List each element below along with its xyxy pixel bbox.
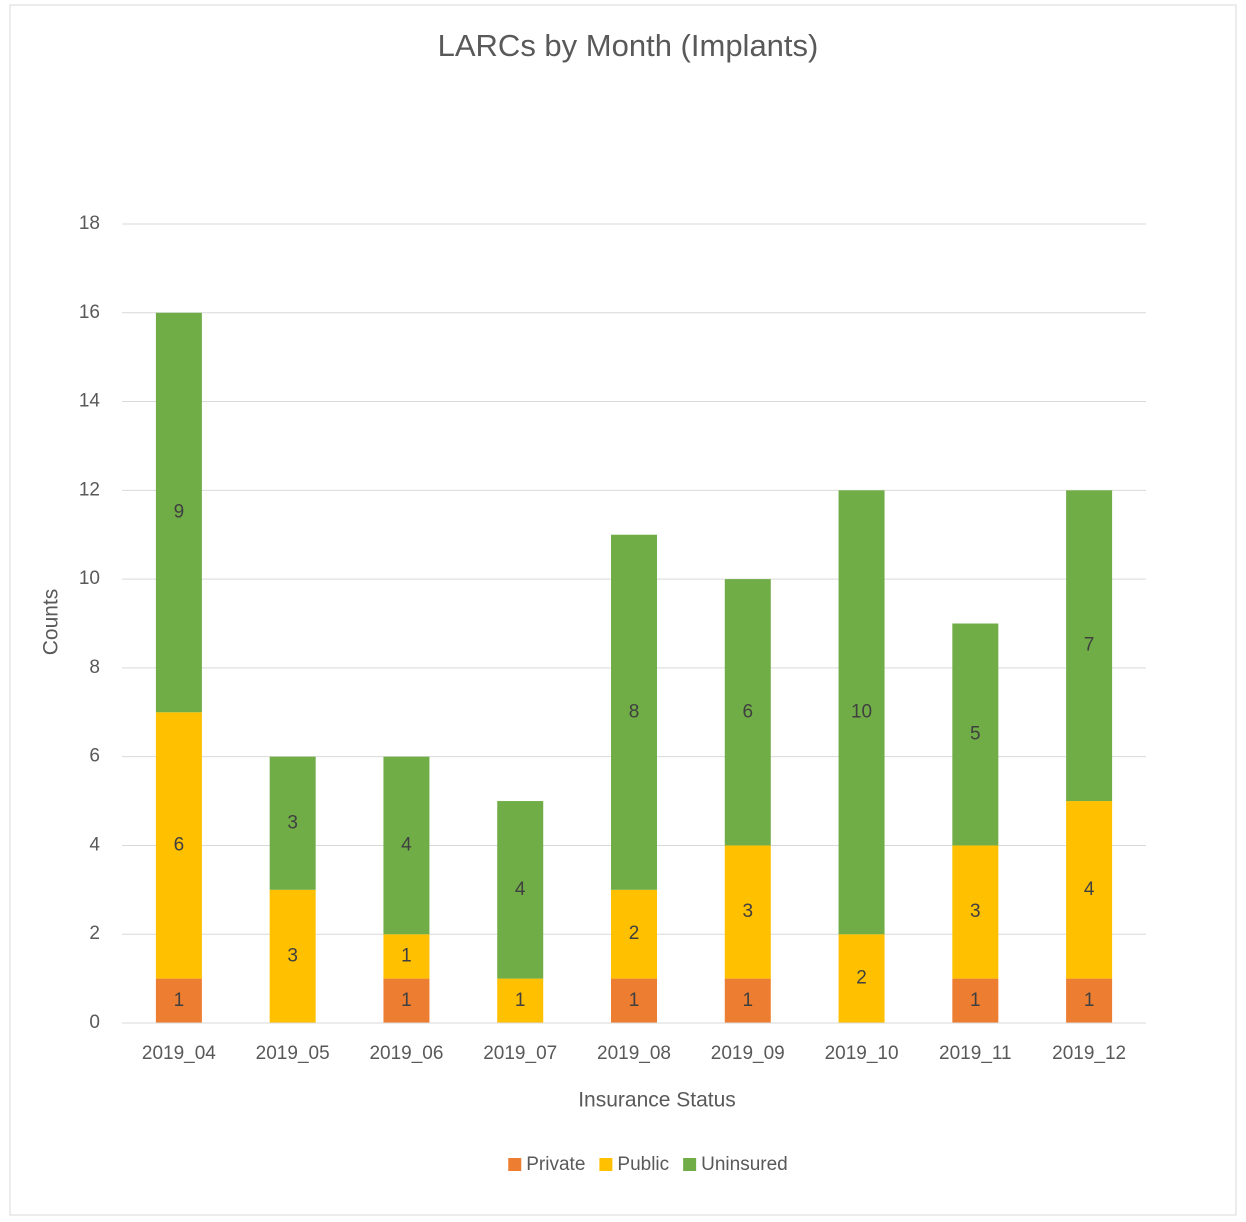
x-tick-label: 2019_11 bbox=[939, 1043, 1012, 1064]
data-label: 9 bbox=[174, 502, 185, 523]
bar-segment bbox=[1066, 801, 1113, 979]
data-label: 3 bbox=[970, 901, 981, 922]
legend-swatch bbox=[683, 1158, 697, 1171]
y-tick-label: 8 bbox=[89, 657, 100, 678]
data-label: 2 bbox=[629, 923, 640, 944]
bar-segment bbox=[838, 490, 885, 935]
data-label: 1 bbox=[970, 990, 981, 1011]
bar-segment bbox=[269, 756, 316, 890]
bar-segment bbox=[497, 801, 544, 979]
data-label: 10 bbox=[851, 701, 872, 722]
data-label: 4 bbox=[1084, 879, 1095, 900]
bar-segment bbox=[724, 579, 771, 846]
data-label: 7 bbox=[1084, 635, 1095, 656]
legend-swatch bbox=[599, 1158, 613, 1171]
y-tick-label: 0 bbox=[89, 1012, 100, 1033]
bar-segment bbox=[383, 934, 430, 979]
y-tick-label: 10 bbox=[79, 568, 100, 589]
y-tick-label: 18 bbox=[79, 213, 100, 234]
y-tick-label: 12 bbox=[79, 479, 100, 500]
data-label: 1 bbox=[1084, 990, 1095, 1011]
data-label: 5 bbox=[970, 723, 981, 744]
data-label: 6 bbox=[742, 701, 753, 722]
y-tick-label: 4 bbox=[89, 834, 100, 855]
data-label: 2 bbox=[856, 968, 867, 989]
data-label: 1 bbox=[742, 990, 753, 1011]
bar-segment bbox=[952, 623, 999, 846]
data-label: 1 bbox=[401, 945, 412, 966]
data-label: 3 bbox=[287, 812, 298, 833]
data-label: 1 bbox=[174, 990, 185, 1011]
bar-segment bbox=[383, 978, 430, 1023]
data-label: 1 bbox=[629, 990, 640, 1011]
bar-segment bbox=[952, 845, 999, 979]
data-label: 1 bbox=[401, 990, 412, 1011]
legend-swatch bbox=[508, 1158, 522, 1171]
bar-segment bbox=[383, 756, 430, 935]
y-tick-label: 2 bbox=[89, 923, 100, 944]
bar-segment bbox=[611, 978, 657, 1023]
bar-segment bbox=[611, 889, 657, 979]
data-label: 6 bbox=[174, 834, 185, 855]
y-axis-label: Counts bbox=[40, 589, 63, 656]
data-label: 4 bbox=[401, 834, 412, 855]
bar-segment bbox=[611, 534, 657, 890]
x-tick-label: 2019_10 bbox=[825, 1043, 899, 1064]
bar-segment bbox=[155, 978, 202, 1023]
y-tick-label: 14 bbox=[79, 391, 101, 412]
x-tick-label: 2019_06 bbox=[369, 1043, 443, 1064]
chart-title: LARCs by Month (Implants) bbox=[438, 28, 819, 63]
bar-segment bbox=[155, 712, 202, 979]
legend-label: Uninsured bbox=[701, 1154, 788, 1175]
bar-segment bbox=[497, 978, 544, 1023]
bar-segment bbox=[155, 312, 202, 713]
data-label: 4 bbox=[515, 879, 526, 900]
bar-segment bbox=[724, 845, 771, 979]
x-tick-label: 2019_04 bbox=[142, 1043, 216, 1064]
bar-segment bbox=[269, 889, 316, 1023]
bar-segment bbox=[838, 934, 885, 1023]
legend-label: Private bbox=[526, 1154, 585, 1175]
x-tick-label: 2019_09 bbox=[711, 1043, 785, 1064]
x-tick-label: 2019_08 bbox=[597, 1043, 671, 1064]
bar-segment bbox=[1066, 978, 1113, 1023]
legend-label: Public bbox=[617, 1154, 669, 1175]
bar-segment bbox=[1066, 490, 1113, 802]
x-tick-label: 2019_07 bbox=[483, 1043, 557, 1064]
bar-segment bbox=[724, 978, 771, 1023]
data-label: 8 bbox=[629, 701, 640, 722]
x-axis-label: Insurance Status bbox=[578, 1089, 736, 1112]
data-label: 1 bbox=[515, 990, 526, 1011]
y-tick-label: 6 bbox=[89, 746, 100, 767]
data-label: 3 bbox=[287, 945, 298, 966]
bar-segment bbox=[952, 978, 999, 1023]
x-tick-label: 2019_05 bbox=[256, 1043, 330, 1064]
x-tick-label: 2019_12 bbox=[1052, 1043, 1126, 1064]
data-label: 3 bbox=[742, 901, 753, 922]
y-tick-label: 16 bbox=[79, 302, 100, 323]
